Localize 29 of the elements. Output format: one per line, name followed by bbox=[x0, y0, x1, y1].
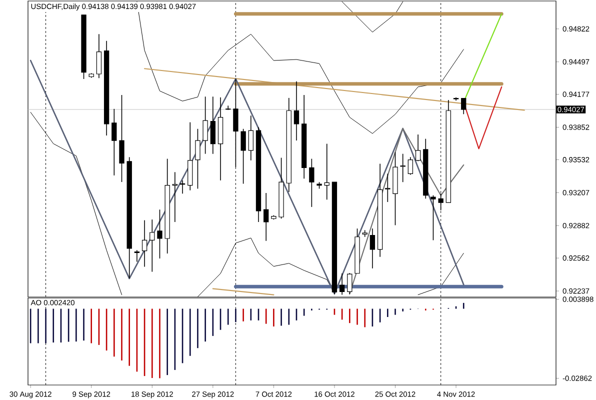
candlestick bbox=[309, 158, 314, 208]
candlestick bbox=[157, 209, 162, 259]
candlestick bbox=[408, 156, 414, 176]
candlestick bbox=[172, 172, 178, 222]
candlestick bbox=[142, 220, 148, 268]
candlestick bbox=[226, 105, 231, 110]
candlestick bbox=[112, 108, 117, 176]
candlestick bbox=[150, 219, 155, 272]
candlestick bbox=[362, 230, 368, 238]
candlestick bbox=[240, 128, 246, 184]
candlestick bbox=[400, 153, 406, 183]
candlestick bbox=[202, 96, 208, 154]
line-series bbox=[349, 128, 464, 294]
candlestick bbox=[415, 134, 421, 162]
candlestick bbox=[370, 228, 376, 269]
line-series bbox=[30, 60, 464, 294]
candlestick bbox=[119, 94, 124, 182]
candlestick bbox=[264, 192, 269, 242]
candlestick bbox=[210, 96, 216, 154]
candlestick bbox=[134, 250, 140, 262]
candlestick bbox=[430, 194, 436, 241]
candlestick bbox=[195, 128, 200, 190]
candlestick bbox=[461, 98, 466, 115]
candlestick bbox=[324, 143, 330, 200]
candlestick bbox=[96, 34, 102, 78]
candlestick bbox=[385, 173, 390, 202]
candlestick bbox=[294, 81, 300, 141]
candlestick bbox=[347, 272, 352, 295]
candlestick bbox=[248, 115, 254, 161]
